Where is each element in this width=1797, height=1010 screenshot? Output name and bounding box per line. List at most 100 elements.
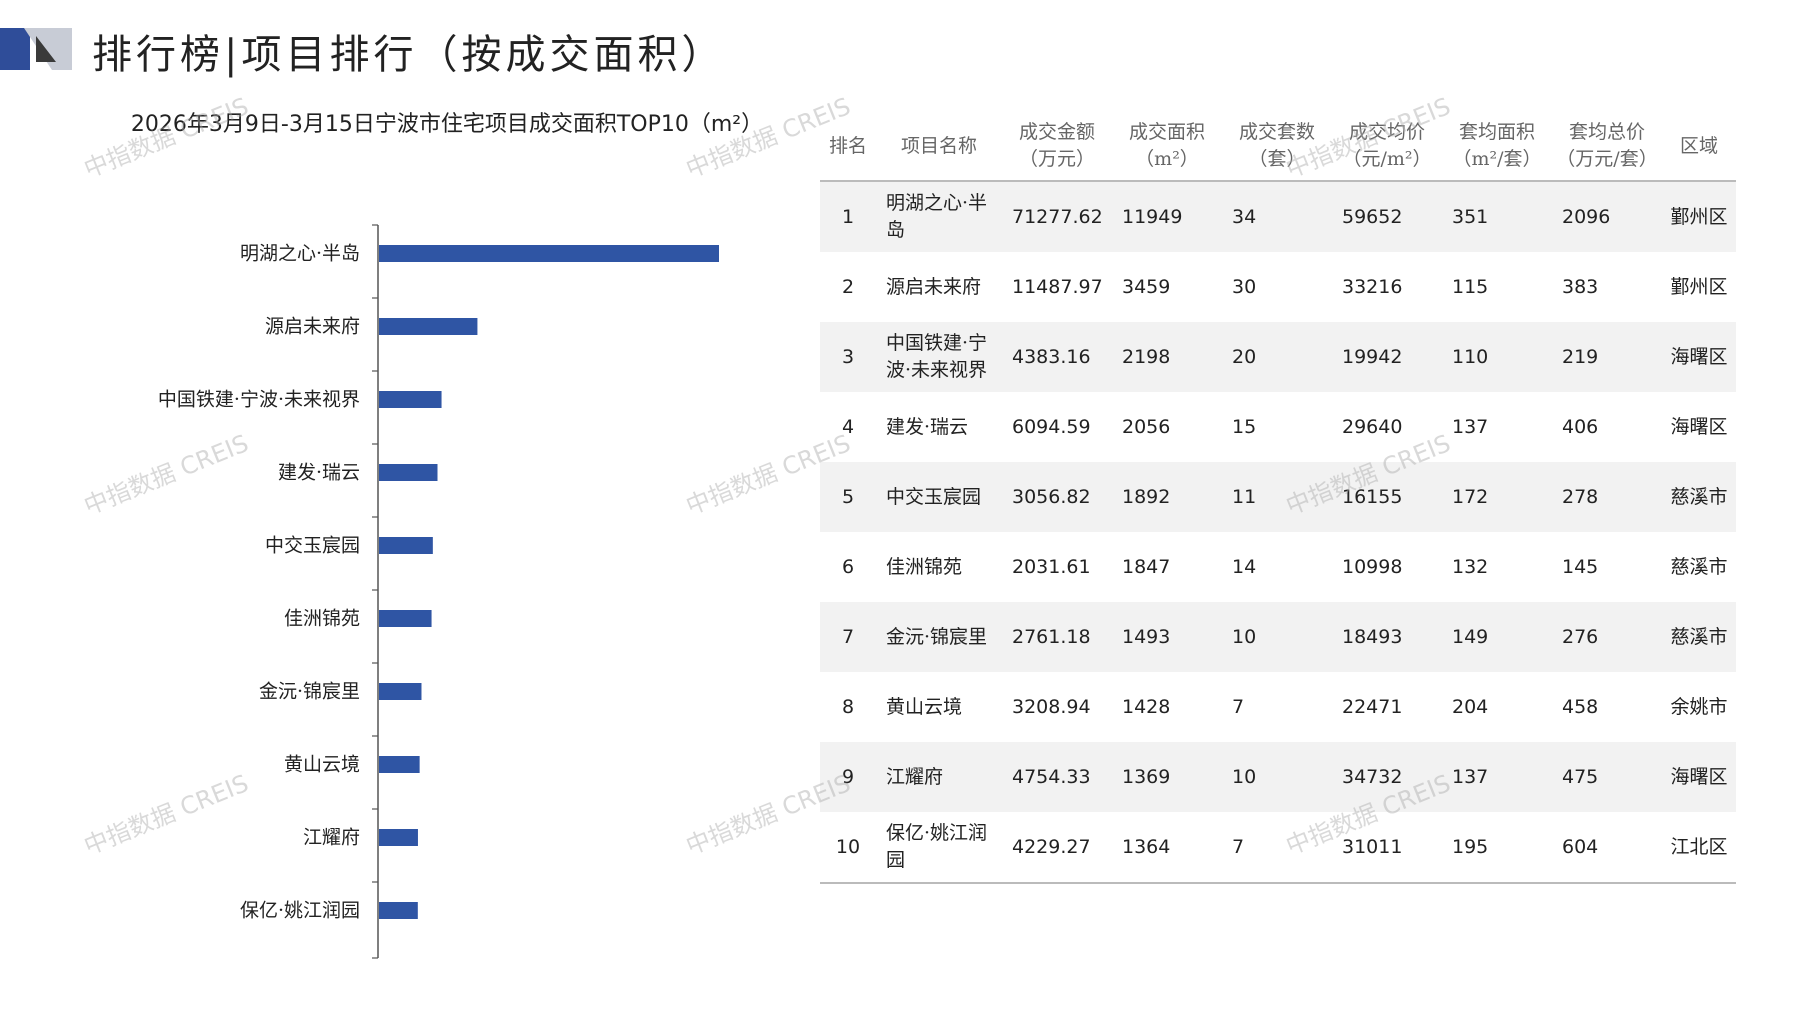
cell-avg-area: 172 bbox=[1442, 462, 1552, 532]
category-label-7: 金沅·锦宸里 bbox=[259, 681, 360, 703]
cell-price: 33216 bbox=[1342, 275, 1403, 298]
cell-avg-total: 475 bbox=[1552, 742, 1662, 812]
cell-rank: 6 bbox=[841, 555, 855, 578]
column-header-line: 套均面积 bbox=[1458, 121, 1535, 143]
category-label-6: 佳洲锦苑 bbox=[284, 608, 360, 630]
cell-name: 保亿·姚江润园 bbox=[876, 812, 1002, 884]
cell-avg-area: 137 bbox=[1442, 742, 1552, 812]
cell-area: 1428 bbox=[1122, 695, 1171, 718]
cell-avg-area: 149 bbox=[1442, 602, 1552, 672]
cell-name: 江耀府 bbox=[876, 742, 1002, 812]
cell-avg-total: 383 bbox=[1562, 275, 1599, 298]
column-header: 排名 bbox=[820, 112, 876, 182]
column-header: 成交均价 （元/m²） bbox=[1332, 112, 1442, 182]
table-row: 10 保亿·姚江润园 4229.27 1364 7 31011 195 604 江北区 bbox=[820, 812, 1736, 884]
column-header: 项目名称 bbox=[876, 112, 1002, 182]
cell-amount: 4229.27 bbox=[1002, 812, 1112, 884]
cell-region: 慈溪市 bbox=[1662, 602, 1736, 672]
cell-region: 鄞州区 bbox=[1670, 275, 1728, 298]
cell-name: 中国铁建·宁波·未来视界 bbox=[876, 322, 1002, 392]
cell-name: 黄山云境 bbox=[886, 695, 963, 718]
cell-price: 10998 bbox=[1342, 555, 1403, 578]
cell-price: 34732 bbox=[1332, 742, 1442, 812]
cell-price: 19942 bbox=[1332, 322, 1442, 392]
cell-avg-total: 406 bbox=[1562, 415, 1599, 438]
category-label-4: 建发·瑞云 bbox=[278, 462, 360, 484]
cell-price: 22471 bbox=[1342, 695, 1403, 718]
cell-avg-area: 204 bbox=[1452, 695, 1489, 718]
cell-rank: 7 bbox=[820, 602, 876, 672]
category-label-8: 黄山云境 bbox=[284, 754, 360, 776]
chart-title: 2026年3月9日-3月15日宁波市住宅项目成交面积TOP10（m²） bbox=[130, 112, 764, 137]
bar-2 bbox=[379, 318, 478, 335]
page-title: 排行榜|项目排行（按成交面积） bbox=[92, 32, 726, 78]
cell-amount: 3056.82 bbox=[1002, 462, 1112, 532]
cell-avg-area: 110 bbox=[1442, 322, 1552, 392]
cell-amount: 3208.94 bbox=[1012, 695, 1091, 718]
cell-area: 1369 bbox=[1112, 742, 1222, 812]
cell-amount: 11487.97 bbox=[1012, 275, 1103, 298]
cell-amount: 71277.62 bbox=[1002, 181, 1112, 252]
cell-units: 7 bbox=[1222, 812, 1332, 884]
category-label-1: 明湖之心·半岛 bbox=[240, 243, 360, 265]
column-header-line: （m²） bbox=[1135, 148, 1199, 170]
cell-units: 7 bbox=[1232, 695, 1245, 718]
cell-units: 20 bbox=[1222, 322, 1332, 392]
cell-area: 11949 bbox=[1112, 181, 1222, 252]
cell-area: 1847 bbox=[1122, 555, 1171, 578]
cell-region: 江北区 bbox=[1662, 812, 1736, 884]
cell-rank: 9 bbox=[820, 742, 876, 812]
table-row: 8 黄山云境 3208.94 1428 7 22471 204 458 余姚市 bbox=[820, 672, 1736, 742]
cell-price: 31011 bbox=[1332, 812, 1442, 884]
column-header-line: （套） bbox=[1248, 148, 1306, 170]
cell-amount: 6094.59 bbox=[1012, 415, 1091, 438]
cell-region: 余姚市 bbox=[1670, 695, 1728, 718]
column-header-line: 成交套数 bbox=[1238, 121, 1315, 143]
column-header-line: （m²/套） bbox=[1452, 148, 1542, 170]
cell-region: 海曙区 bbox=[1670, 415, 1728, 438]
column-header-line: 排名 bbox=[828, 134, 867, 157]
column-header: 套均面积 （m²/套） bbox=[1442, 112, 1552, 182]
cell-avg-area: 195 bbox=[1442, 812, 1552, 884]
column-header-line: 区域 bbox=[1679, 134, 1718, 157]
column-header: 成交金额 （万元） bbox=[1002, 112, 1112, 182]
table-row: 9 江耀府 4754.33 1369 10 34732 137 475 海曙区 bbox=[820, 742, 1736, 812]
cell-units: 15 bbox=[1232, 415, 1257, 438]
cell-avg-total: 2096 bbox=[1552, 181, 1662, 252]
column-header: 成交套数 （套） bbox=[1222, 112, 1332, 182]
bar-9 bbox=[379, 829, 418, 846]
cell-avg-area: 115 bbox=[1452, 275, 1489, 298]
category-label-10: 保亿·姚江润园 bbox=[240, 900, 360, 922]
category-label-9: 江耀府 bbox=[303, 827, 360, 849]
bar-chart: 明湖之心·半岛源启未来府中国铁建·宁波·未来视界建发·瑞云中交玉宸园佳洲锦苑金沅… bbox=[158, 224, 719, 959]
cell-rank: 10 bbox=[820, 812, 876, 884]
cell-price: 59652 bbox=[1332, 181, 1442, 252]
cell-region: 鄞州区 bbox=[1662, 181, 1736, 252]
table-row: 1 明湖之心·半岛 71277.62 11949 34 59652 351 2096 鄞州区 bbox=[820, 181, 1736, 252]
cell-avg-total: 145 bbox=[1562, 555, 1599, 578]
cell-name: 中交玉宸园 bbox=[876, 462, 1002, 532]
column-header-line: （万元/套） bbox=[1556, 148, 1658, 170]
column-header-line: （万元） bbox=[1018, 148, 1095, 170]
cell-avg-total: 219 bbox=[1552, 322, 1662, 392]
bar-1 bbox=[379, 245, 719, 262]
cell-amount: 4383.16 bbox=[1002, 322, 1112, 392]
cell-avg-total: 604 bbox=[1552, 812, 1662, 884]
bar-5 bbox=[379, 537, 433, 554]
bar-4 bbox=[379, 464, 438, 481]
cell-units: 34 bbox=[1222, 181, 1332, 252]
cell-rank: 1 bbox=[820, 181, 876, 252]
cell-avg-area: 132 bbox=[1452, 555, 1489, 578]
column-header-line: 成交面积 bbox=[1128, 121, 1205, 143]
cell-name: 建发·瑞云 bbox=[886, 415, 969, 438]
table-row: 2 源启未来府 11487.97 3459 30 33216 115 383 鄞州区 bbox=[820, 252, 1736, 322]
table-row: 3 中国铁建·宁波·未来视界 4383.16 2198 20 19942 110 219 海曙区 bbox=[820, 322, 1736, 392]
cell-avg-total: 276 bbox=[1552, 602, 1662, 672]
cell-name: 佳洲锦苑 bbox=[886, 555, 963, 578]
cell-units: 10 bbox=[1222, 602, 1332, 672]
cell-region: 海曙区 bbox=[1662, 322, 1736, 392]
cell-price: 29640 bbox=[1342, 415, 1403, 438]
cell-rank: 2 bbox=[841, 275, 855, 298]
column-header-line: 成交金额 bbox=[1018, 121, 1095, 143]
cell-amount: 2031.61 bbox=[1012, 555, 1091, 578]
